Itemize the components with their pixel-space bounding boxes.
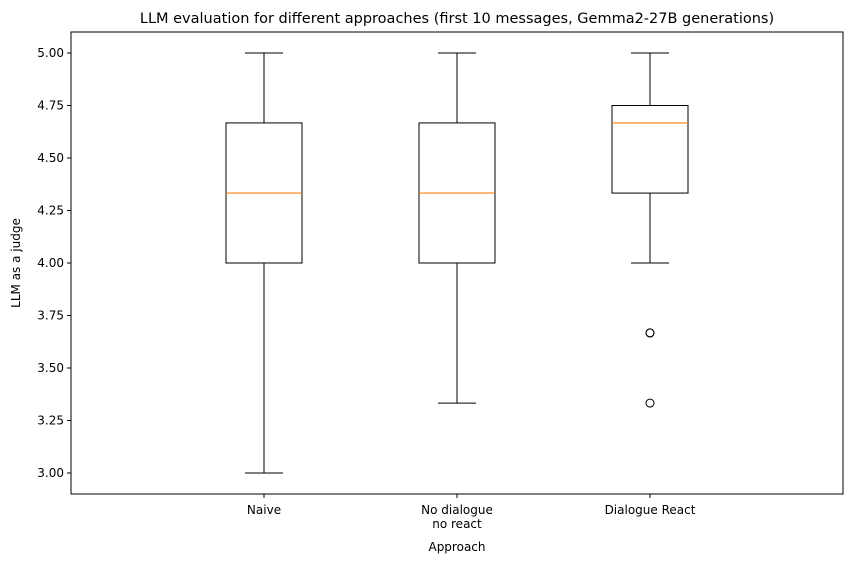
x-tick-label: No dialogue no react: [421, 503, 493, 531]
y-tick-label: 3.50: [37, 361, 64, 375]
box-group: [418, 52, 496, 404]
x-tick-label: Naive: [247, 503, 281, 517]
box-group: [225, 52, 303, 474]
x-tick-label-line: Dialogue React: [605, 503, 696, 517]
y-tick-label: 3.00: [37, 466, 64, 480]
outlier-point: [645, 328, 655, 338]
chart-title: LLM evaluation for different approaches …: [140, 11, 774, 27]
box-group: [611, 52, 689, 408]
y-axis-label: LLM as a judge: [9, 218, 23, 308]
iqr-box: [611, 105, 689, 194]
box-series: [225, 52, 689, 474]
x-tick-label-line: Naive: [247, 503, 281, 517]
y-tick-label: 5.00: [37, 46, 64, 60]
y-tick-label: 4.00: [37, 256, 64, 270]
y-tick-label: 4.50: [37, 151, 64, 165]
x-tick-label: Dialogue React: [605, 503, 696, 517]
outlier-point: [645, 398, 655, 408]
y-tick-label: 3.25: [37, 414, 64, 428]
y-tick-label: 4.25: [37, 204, 64, 218]
x-tick-label-line: No dialogue: [421, 503, 493, 517]
y-tick-label: 3.75: [37, 309, 64, 323]
x-axis-label: Approach: [428, 540, 485, 554]
x-tick-label-line: no react: [432, 517, 482, 531]
x-axis: Naive No dialogue no react Dialogue React: [247, 494, 696, 531]
y-axis: 3.00 3.25 3.50 3.75 4.00 4.25 4.50 4.75 5.00: [37, 46, 71, 480]
y-tick-label: 4.75: [37, 99, 64, 113]
